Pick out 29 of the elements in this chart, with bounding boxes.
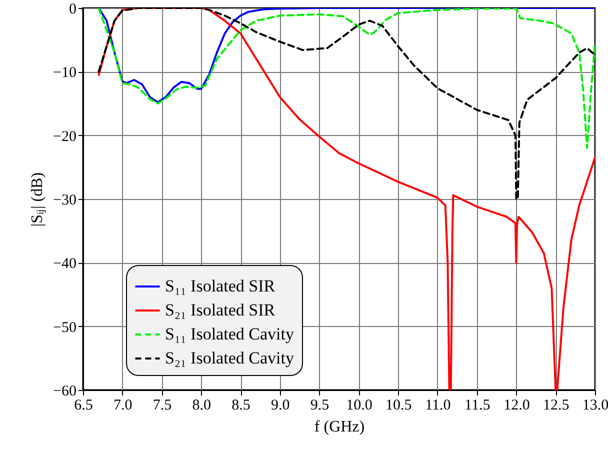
y-tick-label: −10 [53,65,76,82]
y-tick-label: 0 [69,2,76,18]
x-tick-label: 7.5 [152,398,172,414]
line-series [98,8,595,150]
line-series [98,8,595,104]
y-tick-label: −50 [53,320,76,336]
x-tick-label: 8.0 [192,398,212,414]
y-tick-label: −30 [53,192,76,208]
x-tick-label: 13.0 [582,398,608,414]
x-tick-label: 11.5 [464,398,490,414]
x-tick-label: 9.0 [271,398,290,414]
y-axis-title: |Sᵢⱼ| (dB) [29,172,46,227]
legend-label: S₂₁ Isolated Cavity [165,348,294,368]
y-tick-label: −20 [53,128,76,145]
x-tick-label: 12.0 [504,398,530,414]
legend-label: S₂₁ Isolated SIR [165,300,276,320]
x-tick-label: 7.0 [114,398,132,414]
x-tick-label: 10.0 [346,398,372,414]
x-axis-title: f (GHz) [314,418,365,436]
x-tick-label: 9.5 [310,398,330,414]
legend-label: S₁₁ Isolated Cavity [165,324,294,344]
y-tick-label: −40 [53,256,76,272]
x-tick-label: 8.5 [232,398,250,414]
x-tick-label: 11.0 [425,398,451,414]
x-tick-label: 12.5 [542,398,570,414]
y-tick-label: −60 [53,384,76,400]
x-tick-label: 10.5 [385,398,412,414]
x-tick-label: 6.5 [74,398,93,414]
legend-label: S₁₁ Isolated SIR [165,276,276,296]
